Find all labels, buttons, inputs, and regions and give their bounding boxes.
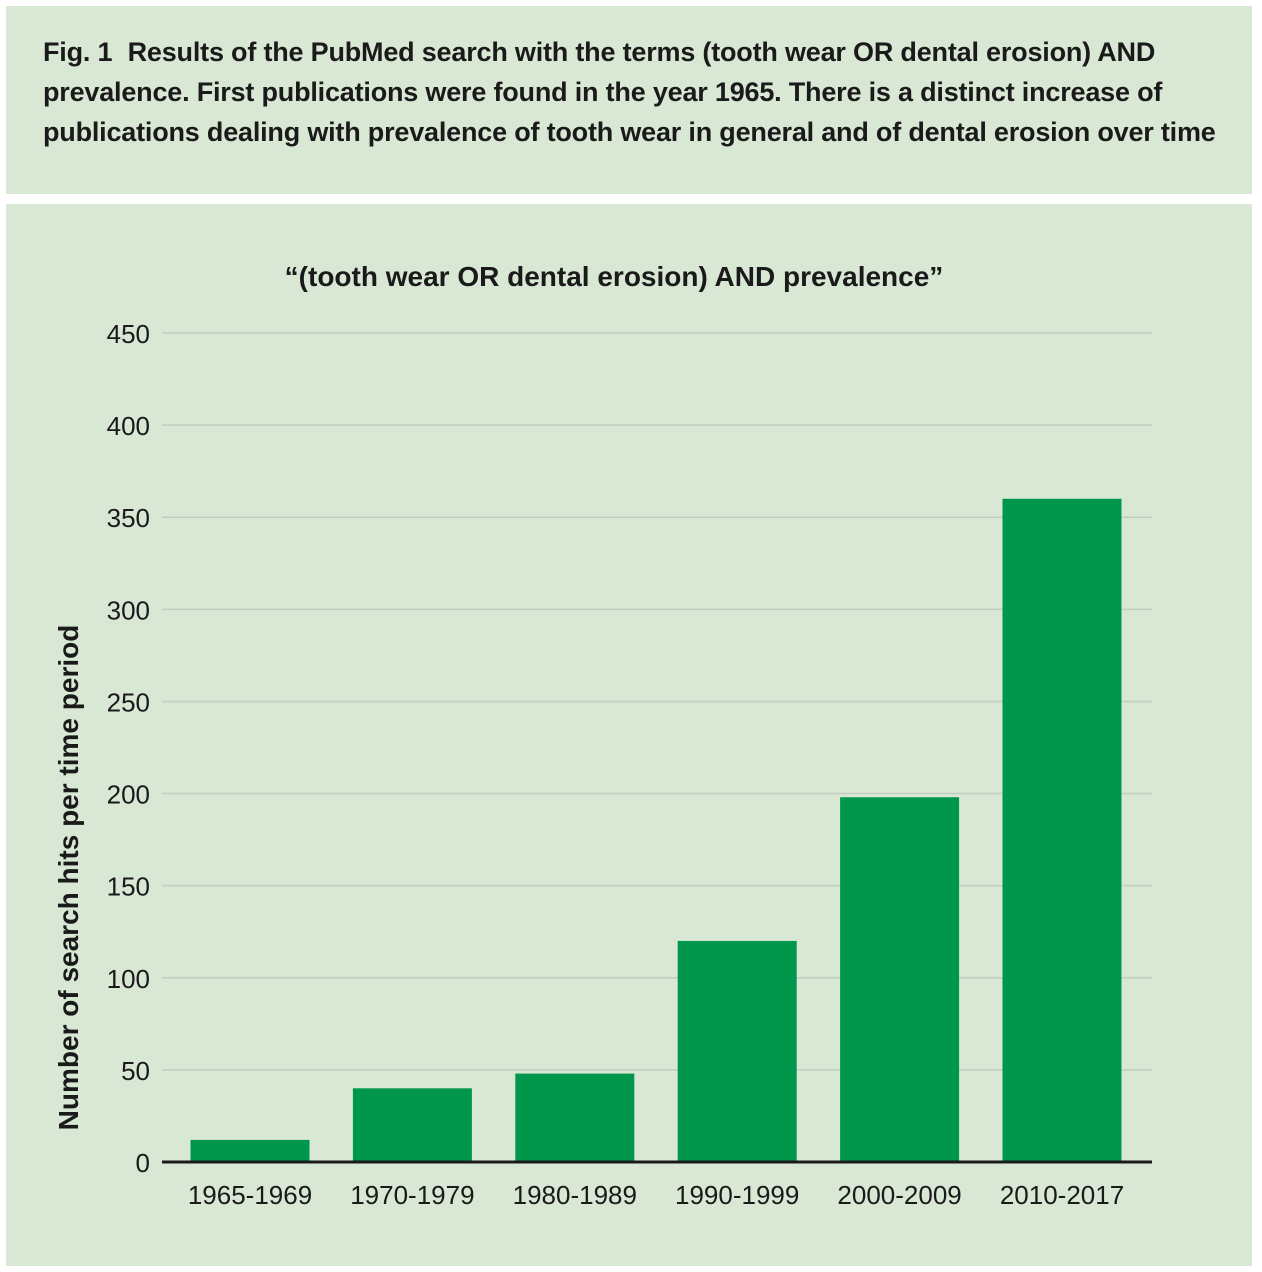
y-tick-label: 0 [136,1148,150,1178]
x-tick-label: 1980-1989 [513,1180,637,1210]
y-axis-label: Number of search hits per time period [53,625,84,1131]
x-tick-label: 2000-2009 [837,1180,961,1210]
y-tick-label: 350 [107,503,150,533]
y-tick-label: 100 [107,964,150,994]
y-tick-label: 200 [107,780,150,810]
bar-chart: “(tooth wear OR dental erosion) AND prev… [53,261,1152,1210]
bar-1965-1969 [190,1139,310,1162]
x-tick-label: 2010-2017 [1000,1180,1124,1210]
y-tick-label: 450 [107,319,150,349]
bar-2010-2017 [1002,498,1122,1162]
x-tick-label: 1990-1999 [675,1180,799,1210]
chart-title: “(tooth wear OR dental erosion) AND prev… [285,261,944,292]
y-tick-label: 400 [107,411,150,441]
bars [190,498,1122,1162]
y-tick-label: 300 [107,595,150,625]
bar-1980-1989 [515,1073,635,1162]
chart-panel: “(tooth wear OR dental erosion) AND prev… [6,204,1252,1266]
bar-1990-1999 [677,940,797,1162]
x-tick-label: 1970-1979 [350,1180,474,1210]
bar-1970-1979 [352,1088,472,1162]
x-tick-label: 1965-1969 [188,1180,312,1210]
grid-lines [162,332,1152,1071]
bar-2000-2009 [840,797,960,1162]
y-tick-label: 50 [121,1056,150,1086]
figure-caption: Fig. 1 Results of the PubMed search with… [6,6,1252,194]
x-axis-ticks: 1965-1969 1970-1979 1980-1989 1990-1999 2000… [188,1180,1124,1210]
y-axis-ticks: 0 50 100 150 200 250 300 350 400 450 [107,319,150,1178]
caption-body: Results of the PubMed search with the te… [43,37,1216,147]
y-tick-label: 250 [107,687,150,717]
caption-text: Fig. 1 Results of the PubMed search with… [43,32,1222,152]
y-tick-label: 150 [107,872,150,902]
figure-label: Fig. 1 [43,37,113,67]
